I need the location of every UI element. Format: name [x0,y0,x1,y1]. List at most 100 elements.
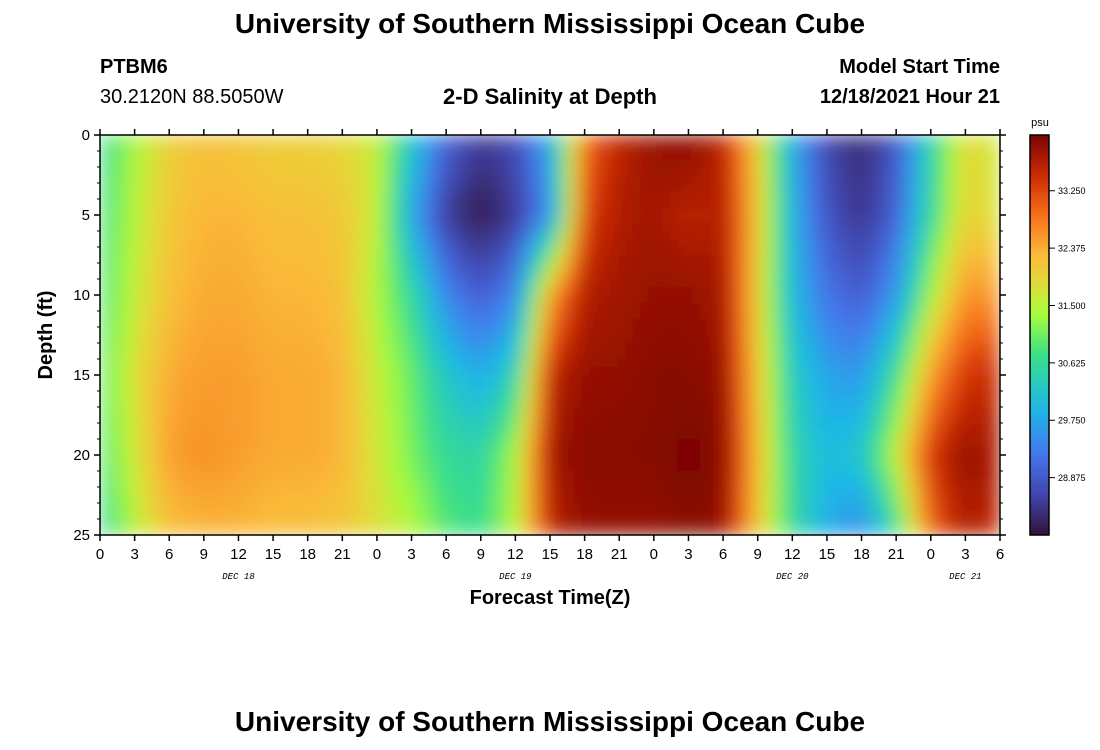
heatmap-cell [767,207,776,216]
heatmap-cell [955,455,964,464]
heatmap-cell [767,135,776,144]
heatmap-cell [250,223,259,232]
heatmap-cell [587,183,596,192]
heatmap-cell [145,319,154,328]
heatmap-cell [475,199,484,208]
heatmap-cell [752,399,761,408]
heatmap-cell [812,335,821,344]
heatmap-cell [482,335,491,344]
heatmap-cell [587,247,596,256]
heatmap-cell [190,255,199,264]
heatmap-cell [287,191,296,200]
heatmap-cell [715,207,724,216]
heatmap-cell [872,447,881,456]
heatmap-cell [625,359,634,368]
heatmap-cell [130,415,139,424]
heatmap-cell [587,367,596,376]
heatmap-cell [272,143,281,152]
heatmap-cell [595,407,604,416]
heatmap-cell [572,303,581,312]
heatmap-cell [602,247,611,256]
heatmap-cell [707,319,716,328]
heatmap-cell [880,143,889,152]
heatmap-cell [475,375,484,384]
heatmap-cell [602,399,611,408]
heatmap-cell [820,279,829,288]
heatmap-cell [482,423,491,432]
heatmap-cell [235,271,244,280]
heatmap-cell [925,183,934,192]
heatmap-cell [760,255,769,264]
heatmap-cell [242,207,251,216]
heatmap-cell [535,263,544,272]
heatmap-cell [617,319,626,328]
heatmap-cell [700,311,709,320]
heatmap-cell [610,207,619,216]
heatmap-cell [572,231,581,240]
heatmap-cell [625,375,634,384]
heatmap-cell [572,327,581,336]
heatmap-cell [257,151,266,160]
heatmap-cell [715,167,724,176]
heatmap-cell [820,343,829,352]
heatmap-cell [497,463,506,472]
heatmap-cell [317,223,326,232]
heatmap-cell [722,255,731,264]
heatmap-cell [205,271,214,280]
heatmap-cell [482,247,491,256]
heatmap-cell [865,375,874,384]
heatmap-cell [272,295,281,304]
heatmap-cell [865,439,874,448]
heatmap-cell [197,407,206,416]
heatmap-cell [632,223,641,232]
heatmap-cell [145,455,154,464]
heatmap-cell [445,239,454,248]
heatmap-cell [692,199,701,208]
heatmap-cell [212,159,221,168]
heatmap-cell [310,383,319,392]
heatmap-cell [317,463,326,472]
heatmap-cell [272,447,281,456]
heatmap-cell [752,455,761,464]
heatmap-cell [505,135,514,144]
heatmap-cell [805,223,814,232]
heatmap-cell [107,191,116,200]
heatmap-cell [535,175,544,184]
heatmap-cell [152,159,161,168]
heatmap-cell [482,183,491,192]
heatmap-cell [227,407,236,416]
heatmap-cell [272,311,281,320]
heatmap-cell [895,415,904,424]
heatmap-cell [520,455,529,464]
heatmap-cell [902,415,911,424]
heatmap-cell [227,239,236,248]
heatmap-cell [385,287,394,296]
heatmap-cell [790,335,799,344]
heatmap-cell [857,327,866,336]
heatmap-cell [767,231,776,240]
heatmap-cell [430,311,439,320]
heatmap-cell [902,223,911,232]
heatmap-cell [647,431,656,440]
heatmap-cell [685,303,694,312]
heatmap-cell [512,183,521,192]
heatmap-cell [700,199,709,208]
heatmap-cell [272,223,281,232]
heatmap-cell [460,191,469,200]
heatmap-cell [887,207,896,216]
heatmap-cell [977,335,986,344]
heatmap-cell [295,351,304,360]
heatmap-cell [475,255,484,264]
heatmap-cell [400,415,409,424]
heatmap-cell [932,447,941,456]
heatmap-cell [565,215,574,224]
heatmap-cell [992,391,1000,400]
heatmap-cell [167,207,176,216]
heatmap-cell [670,295,679,304]
heatmap-cell [152,327,161,336]
heatmap-cell [317,207,326,216]
heatmap-cell [715,159,724,168]
heatmap-cell [235,255,244,264]
heatmap-cell [167,175,176,184]
heatmap-cell [227,375,236,384]
